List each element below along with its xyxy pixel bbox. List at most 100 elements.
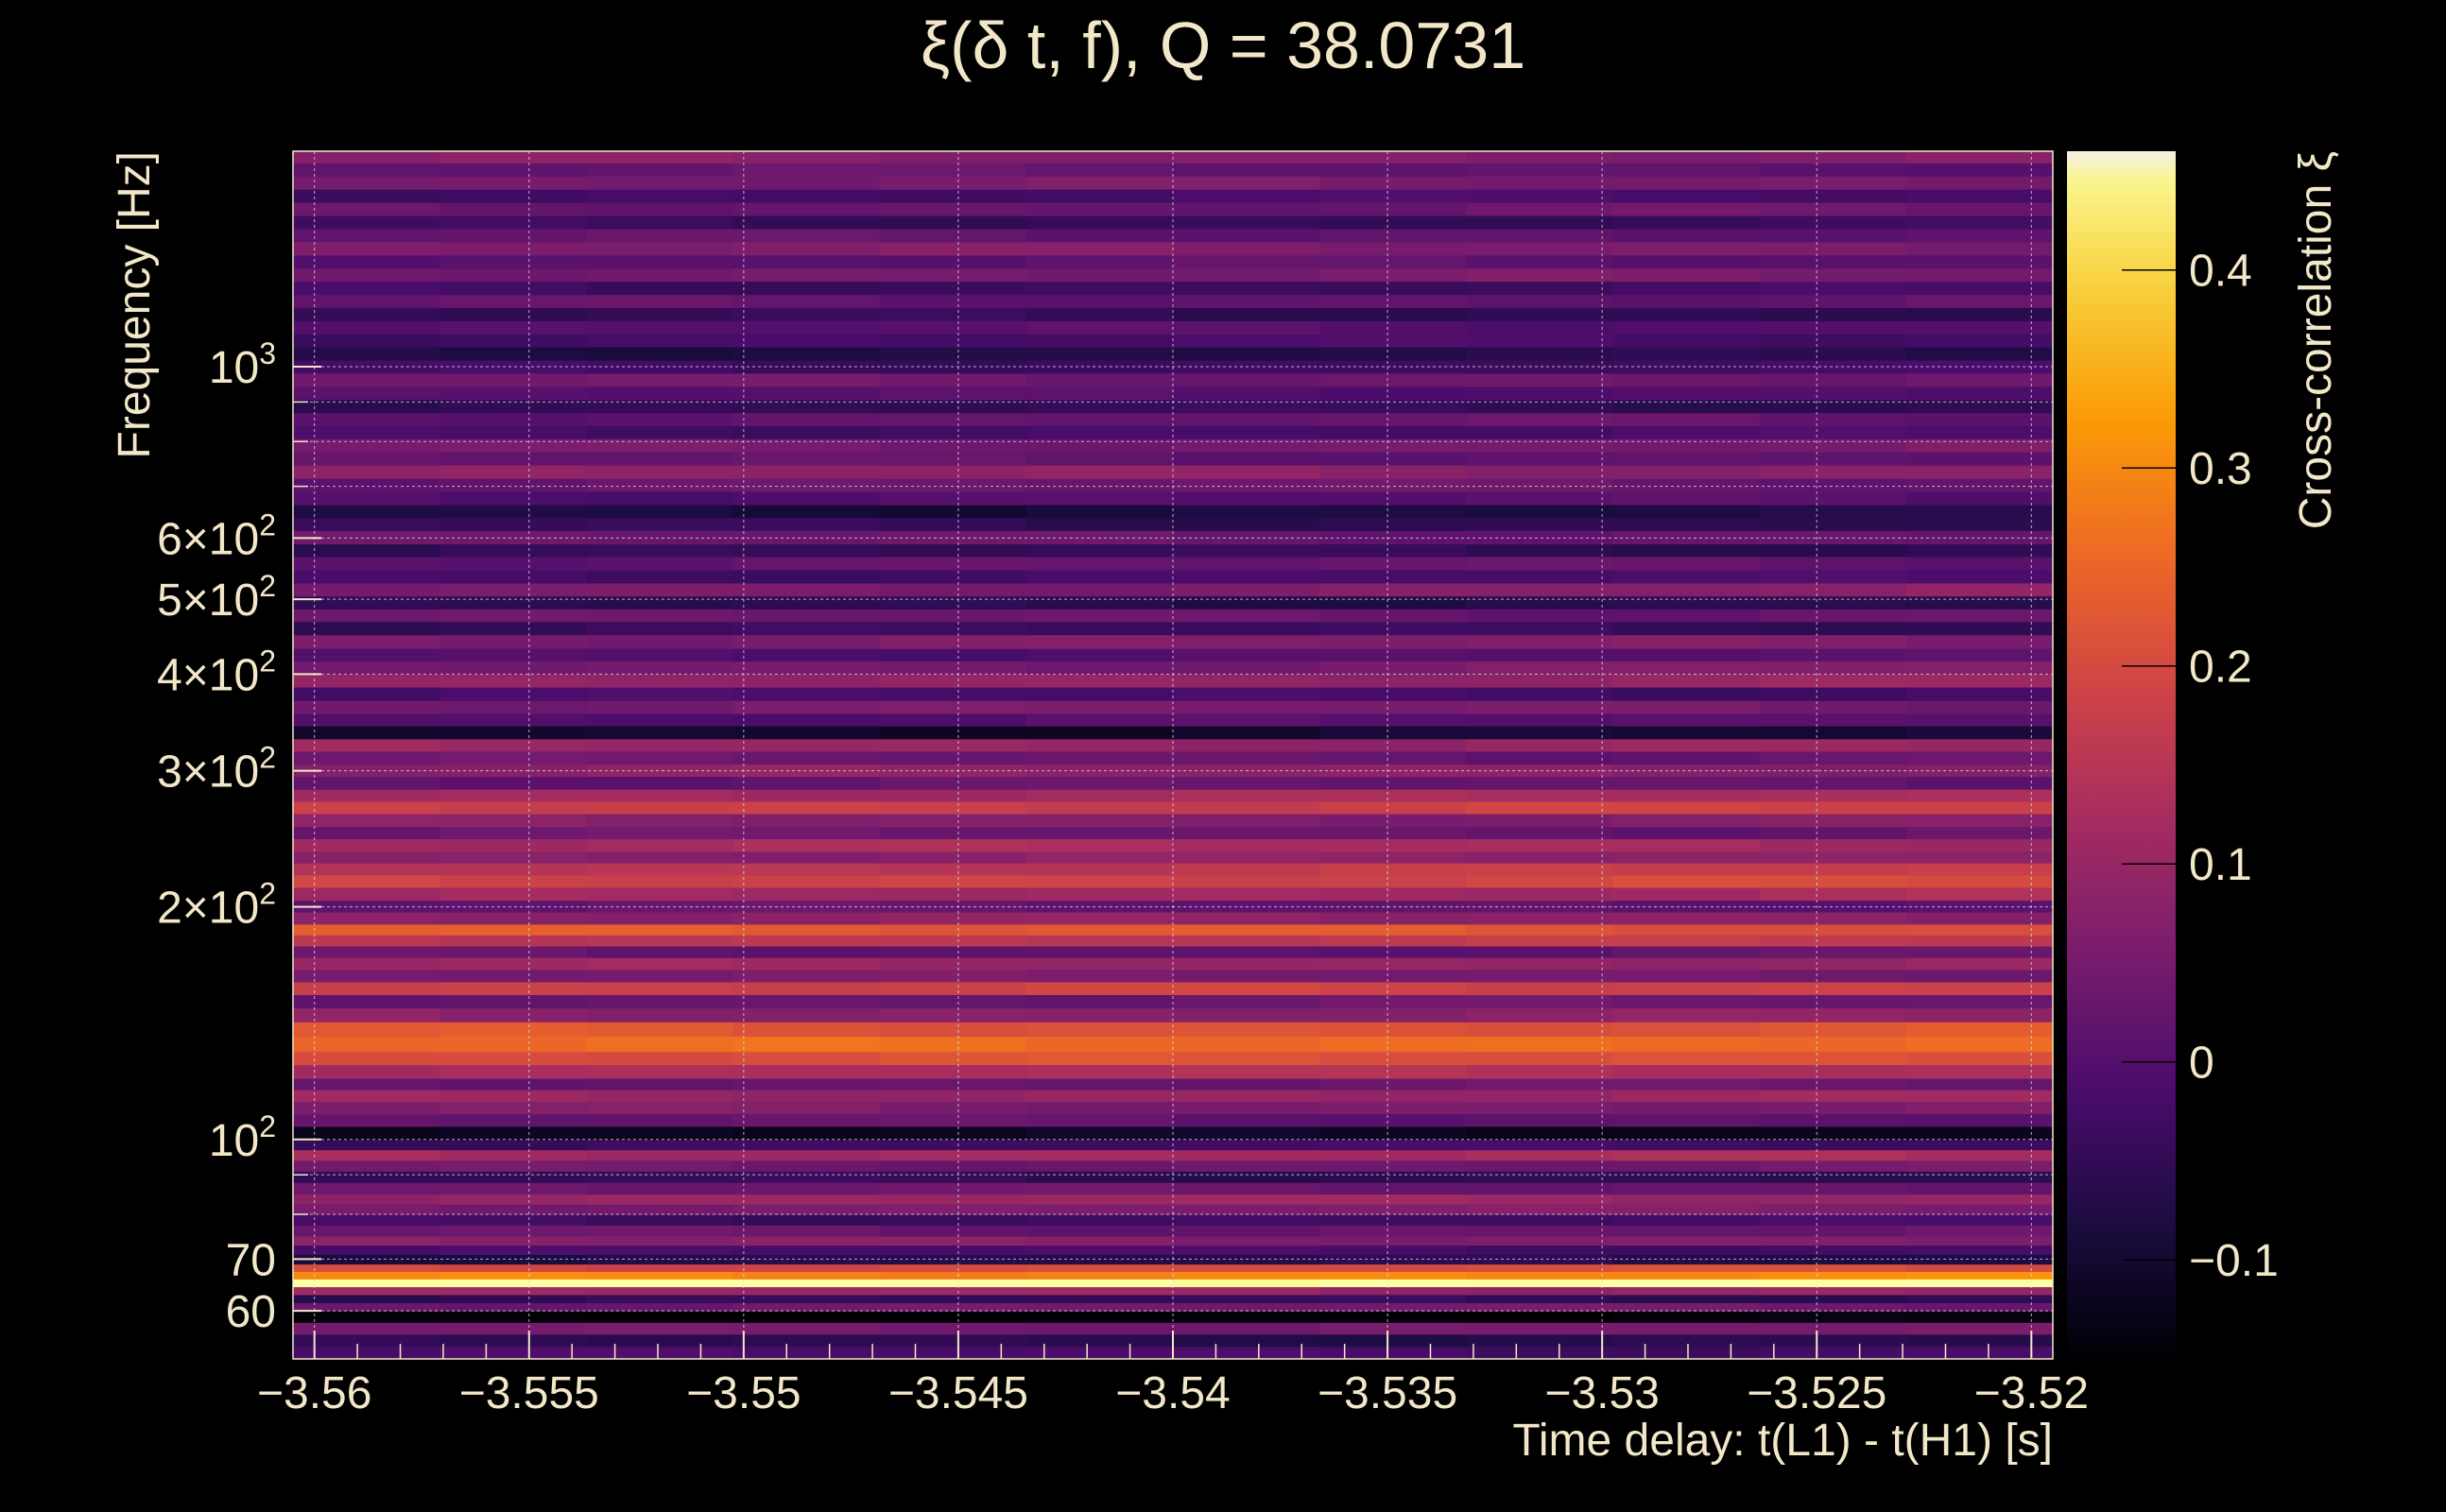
heatmap-cell xyxy=(1466,1022,1614,1038)
heatmap-cell xyxy=(1025,1078,1174,1091)
heatmap-cell xyxy=(1025,686,1174,701)
heatmap-cell xyxy=(439,863,587,876)
heatmap-cell xyxy=(732,1160,881,1172)
heatmap-cell xyxy=(732,1139,881,1151)
heatmap-cell xyxy=(1612,686,1761,701)
heatmap-cell xyxy=(1319,700,1467,714)
heatmap-cell xyxy=(1466,241,1614,256)
heatmap-cell xyxy=(1466,1271,1614,1280)
heatmap-cell xyxy=(1905,981,2053,995)
heatmap-cell xyxy=(1905,1078,2053,1091)
heatmap-cell xyxy=(1905,969,2053,983)
heatmap-cell xyxy=(1173,661,1320,675)
heatmap-cell xyxy=(1173,1333,1320,1348)
heatmap-cell xyxy=(586,569,734,584)
heatmap-cell xyxy=(1466,789,1614,802)
heatmap-cell xyxy=(732,267,881,283)
heatmap-cell xyxy=(293,1263,440,1272)
heatmap-cell xyxy=(732,935,881,947)
heatmap-cell xyxy=(1759,1194,1907,1205)
heatmap-cell xyxy=(1759,661,1907,675)
heatmap-cell xyxy=(1025,1064,1174,1079)
heatmap-cell xyxy=(1319,1064,1467,1079)
heatmap-cell xyxy=(1612,307,1761,321)
heatmap-cell xyxy=(1612,241,1761,256)
heatmap-cell xyxy=(1759,241,1907,256)
heatmap-cell xyxy=(586,1022,734,1038)
heatmap-cell xyxy=(293,969,440,983)
heatmap-cell xyxy=(1319,923,1467,936)
heatmap-cell xyxy=(1025,228,1174,243)
heatmap-cell xyxy=(1466,850,1614,864)
heatmap-cell xyxy=(1025,661,1174,675)
heatmap-cell xyxy=(1025,294,1174,308)
heatmap-cell xyxy=(1612,281,1761,296)
heatmap-cell xyxy=(879,1090,1027,1103)
heatmap-cell xyxy=(439,1235,587,1246)
heatmap-cell xyxy=(879,281,1027,296)
heatmap-cell xyxy=(1025,517,1174,531)
heatmap-cell xyxy=(1025,1007,1174,1022)
heatmap-cell xyxy=(732,1235,881,1246)
heatmap-cell xyxy=(1612,1279,1761,1288)
heatmap-cell xyxy=(586,189,734,203)
heatmap-cell xyxy=(1905,517,2053,531)
heatmap-cell xyxy=(1466,1294,1614,1304)
heatmap-cell xyxy=(1905,412,2053,426)
heatmap-cell xyxy=(1466,686,1614,701)
heatmap-cell xyxy=(1905,900,2053,913)
heatmap-cell xyxy=(1759,1090,1907,1103)
heatmap-cell xyxy=(1905,294,2053,308)
heatmap-cell xyxy=(1905,307,2053,321)
heatmap-cell xyxy=(586,1194,734,1205)
heatmap-cell xyxy=(732,1194,881,1205)
heatmap-cell xyxy=(293,346,440,361)
y-tick-label: 4×102 xyxy=(157,644,276,700)
heatmap-cell xyxy=(1025,1279,1174,1288)
heatmap-cell xyxy=(439,886,587,902)
heatmap-cell xyxy=(732,241,881,256)
heatmap-cell xyxy=(586,202,734,216)
heatmap-cell xyxy=(879,713,1027,727)
heatmap-cell xyxy=(1905,826,2053,840)
heatmap-cell xyxy=(1759,1302,1907,1312)
heatmap-cell xyxy=(293,776,440,790)
heatmap-cell xyxy=(1173,1194,1320,1205)
heatmap-cell xyxy=(1025,1171,1174,1183)
heatmap-cell xyxy=(1905,241,2053,256)
heatmap-cell xyxy=(1466,1036,1614,1053)
heatmap-cell xyxy=(1319,151,1467,163)
heatmap-cell xyxy=(1905,267,2053,283)
heatmap-cell xyxy=(439,850,587,864)
heatmap-cell xyxy=(1612,838,1761,852)
heatmap-cell xyxy=(879,241,1027,256)
heatmap-cell xyxy=(1025,1245,1174,1255)
heatmap-cell xyxy=(1905,189,2053,203)
heatmap-cell xyxy=(1173,1294,1320,1304)
heatmap-cell xyxy=(293,294,440,308)
heatmap-cell xyxy=(1759,886,1907,902)
heatmap-cell xyxy=(732,569,881,584)
heatmap-cell xyxy=(1466,874,1614,888)
heatmap-cell xyxy=(1025,969,1174,983)
heatmap-cell xyxy=(1905,634,2053,649)
heatmap-cell xyxy=(1905,1225,2053,1237)
heatmap-cell xyxy=(586,1204,734,1215)
heatmap-cell xyxy=(1905,776,2053,790)
heatmap-cell xyxy=(1759,957,1907,971)
heatmap-cell xyxy=(1319,438,1467,453)
heatmap-cell xyxy=(1173,228,1320,243)
heatmap-cell xyxy=(732,215,881,230)
heatmap-cell xyxy=(1173,923,1320,936)
heatmap-cell xyxy=(732,1346,881,1359)
heatmap-cell xyxy=(1905,935,2053,947)
heatmap-cell xyxy=(586,372,734,387)
heatmap-cell xyxy=(586,886,734,902)
heatmap-cell xyxy=(439,517,587,531)
heatmap-cell xyxy=(1759,1139,1907,1151)
heatmap-cell xyxy=(293,957,440,971)
heatmap-cell xyxy=(293,465,440,479)
heatmap-cell xyxy=(1466,1090,1614,1103)
heatmap-cell xyxy=(439,1333,587,1348)
heatmap-cell xyxy=(1759,543,1907,558)
